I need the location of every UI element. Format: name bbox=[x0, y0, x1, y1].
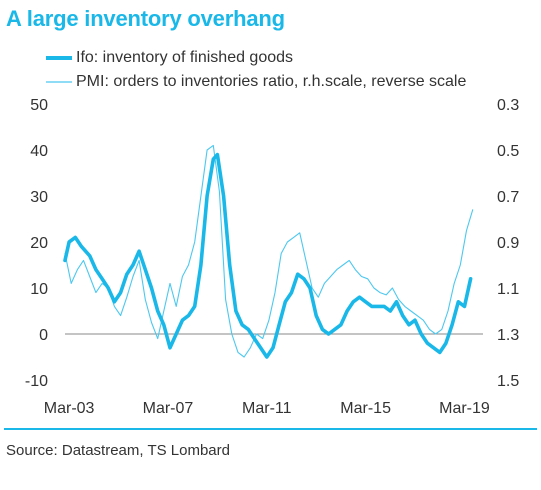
y-left-tick-label: 30 bbox=[30, 189, 48, 206]
legend-label-ifo: Ifo: inventory of finished goods bbox=[76, 49, 294, 66]
x-tick-label: Mar-15 bbox=[340, 400, 391, 417]
y-right-tick-label: 1.5 bbox=[497, 373, 519, 390]
legend-item-ifo: Ifo: inventory of finished goods bbox=[46, 48, 293, 68]
chart-plot: 50 40 30 20 10 0 -10 0.3 0.5 0.7 0.9 1.1 1.3 1.5 Mar-0… bbox=[25, 97, 519, 417]
source-note: Source: Datastream, TS Lombard bbox=[6, 442, 230, 459]
x-tick-label: Mar-07 bbox=[143, 400, 194, 417]
source-divider bbox=[4, 428, 537, 430]
series-line-ifo bbox=[63, 152, 473, 359]
legend-item-pmi: PMI: orders to inventories ratio, r.h.sc… bbox=[46, 72, 466, 92]
y-right-tick-label: 0.9 bbox=[497, 235, 519, 252]
chart-title: A large inventory overhang bbox=[6, 6, 285, 31]
y-right-tick-label: 0.5 bbox=[497, 143, 519, 160]
x-tick-label: Mar-19 bbox=[439, 400, 490, 417]
y-left-tick-label: 0 bbox=[39, 327, 48, 344]
y-right-tick-label: 1.3 bbox=[497, 327, 519, 344]
y-right-tick-label: 0.3 bbox=[497, 97, 519, 114]
y-left-tick-label: 20 bbox=[30, 235, 48, 252]
legend-label-pmi: PMI: orders to inventories ratio, r.h.sc… bbox=[76, 73, 467, 90]
y-left-tick-label: 10 bbox=[30, 281, 48, 298]
legend-swatch-pmi bbox=[46, 81, 72, 83]
series-line-pmi bbox=[64, 144, 474, 358]
y-left-tick-label: -10 bbox=[25, 373, 48, 390]
x-tick-label: Mar-03 bbox=[44, 400, 95, 417]
y-right-tick-label: 1.1 bbox=[497, 281, 519, 298]
y-left-tick-label: 50 bbox=[30, 97, 48, 114]
x-tick-label: Mar-11 bbox=[242, 400, 292, 417]
legend-swatch-ifo bbox=[46, 56, 72, 60]
y-left-tick-label: 40 bbox=[30, 143, 48, 160]
y-right-tick-label: 0.7 bbox=[497, 189, 519, 206]
